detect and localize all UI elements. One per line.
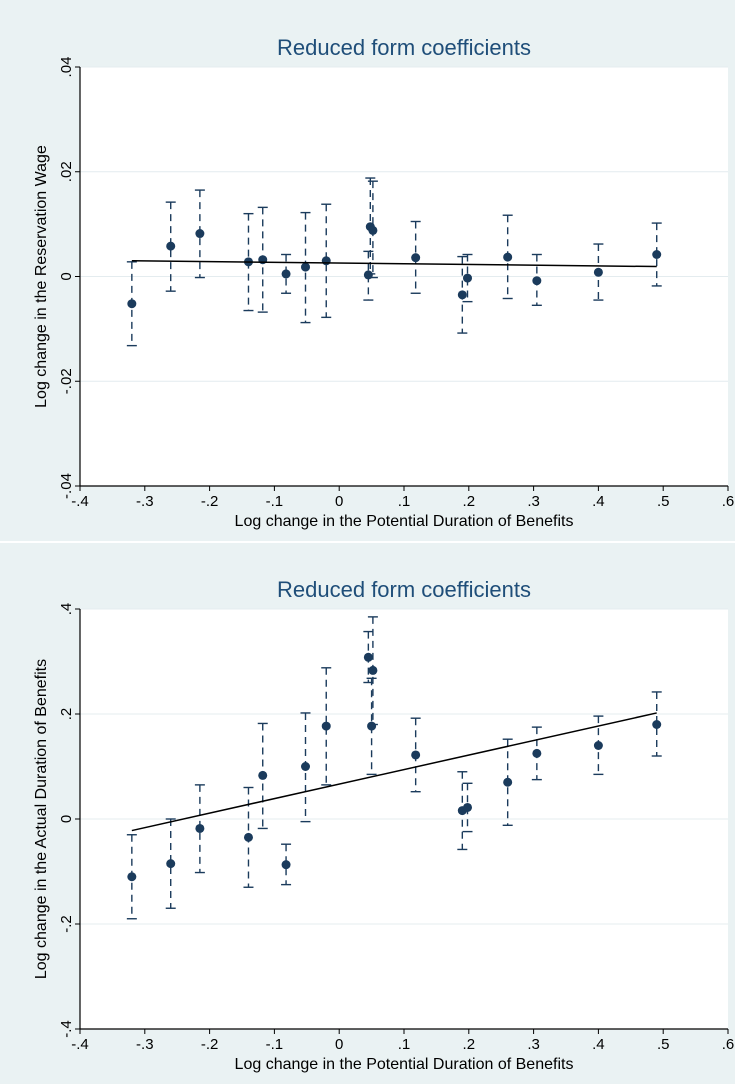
chart-title: Reduced form coefficients <box>277 577 531 602</box>
x-tick-label: .2 <box>463 1036 476 1053</box>
x-tick-label: .4 <box>592 1036 605 1053</box>
data-point <box>593 741 603 750</box>
data-point <box>593 267 603 277</box>
x-tick-label: .2 <box>463 493 476 510</box>
data-point <box>463 273 473 283</box>
x-tick-label: -.1 <box>266 1036 284 1053</box>
data-point <box>258 770 268 780</box>
y-tick-label: -.04 <box>58 473 75 499</box>
data-point <box>532 276 542 286</box>
x-tick-label: .5 <box>657 1036 670 1053</box>
data-point <box>166 241 176 251</box>
data-point <box>411 253 421 263</box>
x-axis-label: Log change in the Potential Duration of … <box>235 1056 574 1073</box>
data-point <box>301 262 311 272</box>
data-point <box>321 256 331 266</box>
x-tick-label: 0 <box>335 1036 343 1053</box>
y-tick-label: -.4 <box>58 1020 75 1038</box>
y-tick-label: .04 <box>58 57 75 78</box>
y-tick-label: 0 <box>58 272 75 280</box>
y-tick-label: .2 <box>58 708 75 721</box>
chart-title: Reduced form coefficients <box>277 35 531 60</box>
x-tick-label: 0 <box>335 493 343 510</box>
x-tick-label: .6 <box>722 1036 735 1053</box>
y-tick-label: .4 <box>58 603 75 616</box>
data-point <box>281 269 291 279</box>
y-tick-label: 0 <box>58 815 75 823</box>
data-point <box>195 823 205 833</box>
fit-line <box>131 260 657 268</box>
x-tick-label: -.4 <box>71 493 89 510</box>
data-point <box>127 872 137 882</box>
x-tick-label: -.1 <box>266 493 284 510</box>
x-tick-label: .3 <box>527 493 540 510</box>
data-point <box>321 721 331 731</box>
data-point <box>463 802 473 812</box>
x-tick-label: .1 <box>398 1036 411 1053</box>
data-point <box>281 860 291 870</box>
data-point <box>243 832 253 842</box>
x-tick-label: .6 <box>722 493 735 510</box>
x-tick-label: -.2 <box>201 493 219 510</box>
data-point <box>166 859 176 869</box>
x-tick-label: -.2 <box>201 1036 219 1053</box>
x-tick-label: -.3 <box>136 1036 154 1053</box>
data-point <box>503 252 513 262</box>
y-axis-label: Log change in the Reservation Wage <box>33 145 50 408</box>
chart-panel-bottom: -.4 -.3 -.2 -.1 0 .1 .2 .3 .4 .5 .6 -.4 -.2 0 .2 .4 Redu… <box>33 577 735 1073</box>
chart-panel-top: -.4 -.3 -.2 -.1 0 .1 .2 .3 .4 .5 .6 -.04 -.02 0 .02 .04… <box>33 35 735 530</box>
x-tick-label: .3 <box>527 1036 540 1053</box>
data-point <box>301 762 311 771</box>
y-tick-label: -.2 <box>58 915 75 933</box>
data-point <box>363 270 373 280</box>
data-point <box>652 250 662 260</box>
x-axis-label: Log change in the Potential Duration of … <box>235 513 574 530</box>
x-tick-label: -.4 <box>71 1036 89 1053</box>
data-point <box>367 721 377 731</box>
data-point <box>195 229 205 239</box>
data-point <box>127 299 137 309</box>
fit-line <box>131 712 657 832</box>
panel-divider <box>0 541 735 543</box>
data-point <box>363 652 373 662</box>
y-tick-label: .02 <box>58 161 75 182</box>
data-point <box>652 720 662 729</box>
x-tick-label: -.3 <box>136 493 154 510</box>
data-point <box>532 748 542 758</box>
x-tick-label: .5 <box>657 493 670 510</box>
x-tick-label: .1 <box>398 493 411 510</box>
data-point <box>503 777 513 787</box>
data-point <box>368 225 378 235</box>
data-point <box>457 290 467 300</box>
data-point <box>411 750 421 760</box>
y-tick-label: -.02 <box>58 368 75 394</box>
x-tick-label: .4 <box>592 493 605 510</box>
data-point <box>368 665 378 675</box>
y-axis-label: Log change in the Actual Duration of Ben… <box>33 659 50 979</box>
